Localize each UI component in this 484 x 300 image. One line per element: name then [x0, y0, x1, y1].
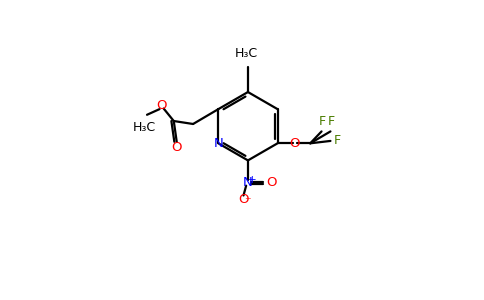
Text: O: O — [238, 193, 249, 206]
Text: H₃C: H₃C — [235, 47, 258, 60]
Text: H₃C: H₃C — [133, 121, 155, 134]
Text: F: F — [318, 116, 326, 128]
Text: N: N — [213, 137, 223, 150]
Text: N: N — [243, 176, 253, 189]
Text: O: O — [157, 99, 167, 112]
Text: F: F — [328, 116, 334, 128]
Text: O: O — [171, 141, 182, 154]
Text: ⁻: ⁻ — [244, 196, 251, 208]
Text: O: O — [289, 137, 300, 150]
Text: O: O — [266, 176, 276, 189]
Text: F: F — [333, 134, 341, 147]
Text: +: + — [248, 175, 257, 185]
